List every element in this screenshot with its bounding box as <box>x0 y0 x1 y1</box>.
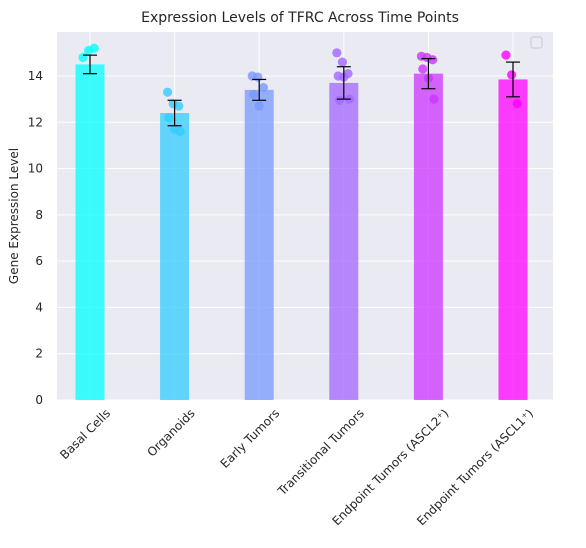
y-axis-label: Gene Expression Level <box>7 148 21 284</box>
x-tick-label: Transitional Tumors <box>274 406 367 499</box>
x-tick-label: Early Tumors <box>218 406 283 471</box>
data-point <box>249 89 259 100</box>
data-point <box>164 113 174 123</box>
data-point <box>89 43 99 53</box>
y-tick-label: 10 <box>28 162 43 176</box>
bar <box>498 79 528 401</box>
legend-box <box>530 36 543 49</box>
data-point <box>335 95 345 105</box>
y-tick-label: 4 <box>35 300 43 314</box>
bar <box>244 89 274 400</box>
data-point <box>418 64 428 74</box>
y-tick-label: 14 <box>28 69 43 83</box>
x-tick-labels: Basal Cells Organoids Early TumorsTransiti… <box>57 406 536 528</box>
data-point <box>174 101 184 111</box>
data-point <box>254 101 264 111</box>
x-tick-label: Organoids <box>144 406 197 459</box>
y-tick-label: 6 <box>35 254 43 268</box>
bar <box>160 113 190 400</box>
plot-background <box>57 32 553 400</box>
bar <box>329 82 359 400</box>
y-tick-label: 8 <box>35 208 43 222</box>
data-point <box>507 70 517 80</box>
bar <box>75 64 105 400</box>
y-tick-label: 12 <box>28 115 43 129</box>
bars <box>75 64 528 401</box>
data-point <box>501 50 511 60</box>
data-point <box>429 94 439 104</box>
x-tick-label: Basal Cells <box>57 406 113 462</box>
bar <box>413 73 443 401</box>
error-bars <box>83 54 520 127</box>
data-point <box>253 72 263 82</box>
scatter-points <box>78 43 522 137</box>
chart-title: Expression Levels of TFRC Across Time Po… <box>141 10 459 26</box>
data-point <box>428 55 438 65</box>
data-point <box>258 82 268 93</box>
y-tick-labels: 0 2 4 6 8 10 12 14 <box>28 69 43 407</box>
data-point <box>332 48 342 58</box>
data-point <box>337 57 347 67</box>
data-point <box>512 99 522 109</box>
data-point <box>175 126 185 137</box>
y-tick-label: 2 <box>35 347 43 361</box>
data-point <box>163 87 173 97</box>
y-tick-label: 0 <box>35 393 43 407</box>
